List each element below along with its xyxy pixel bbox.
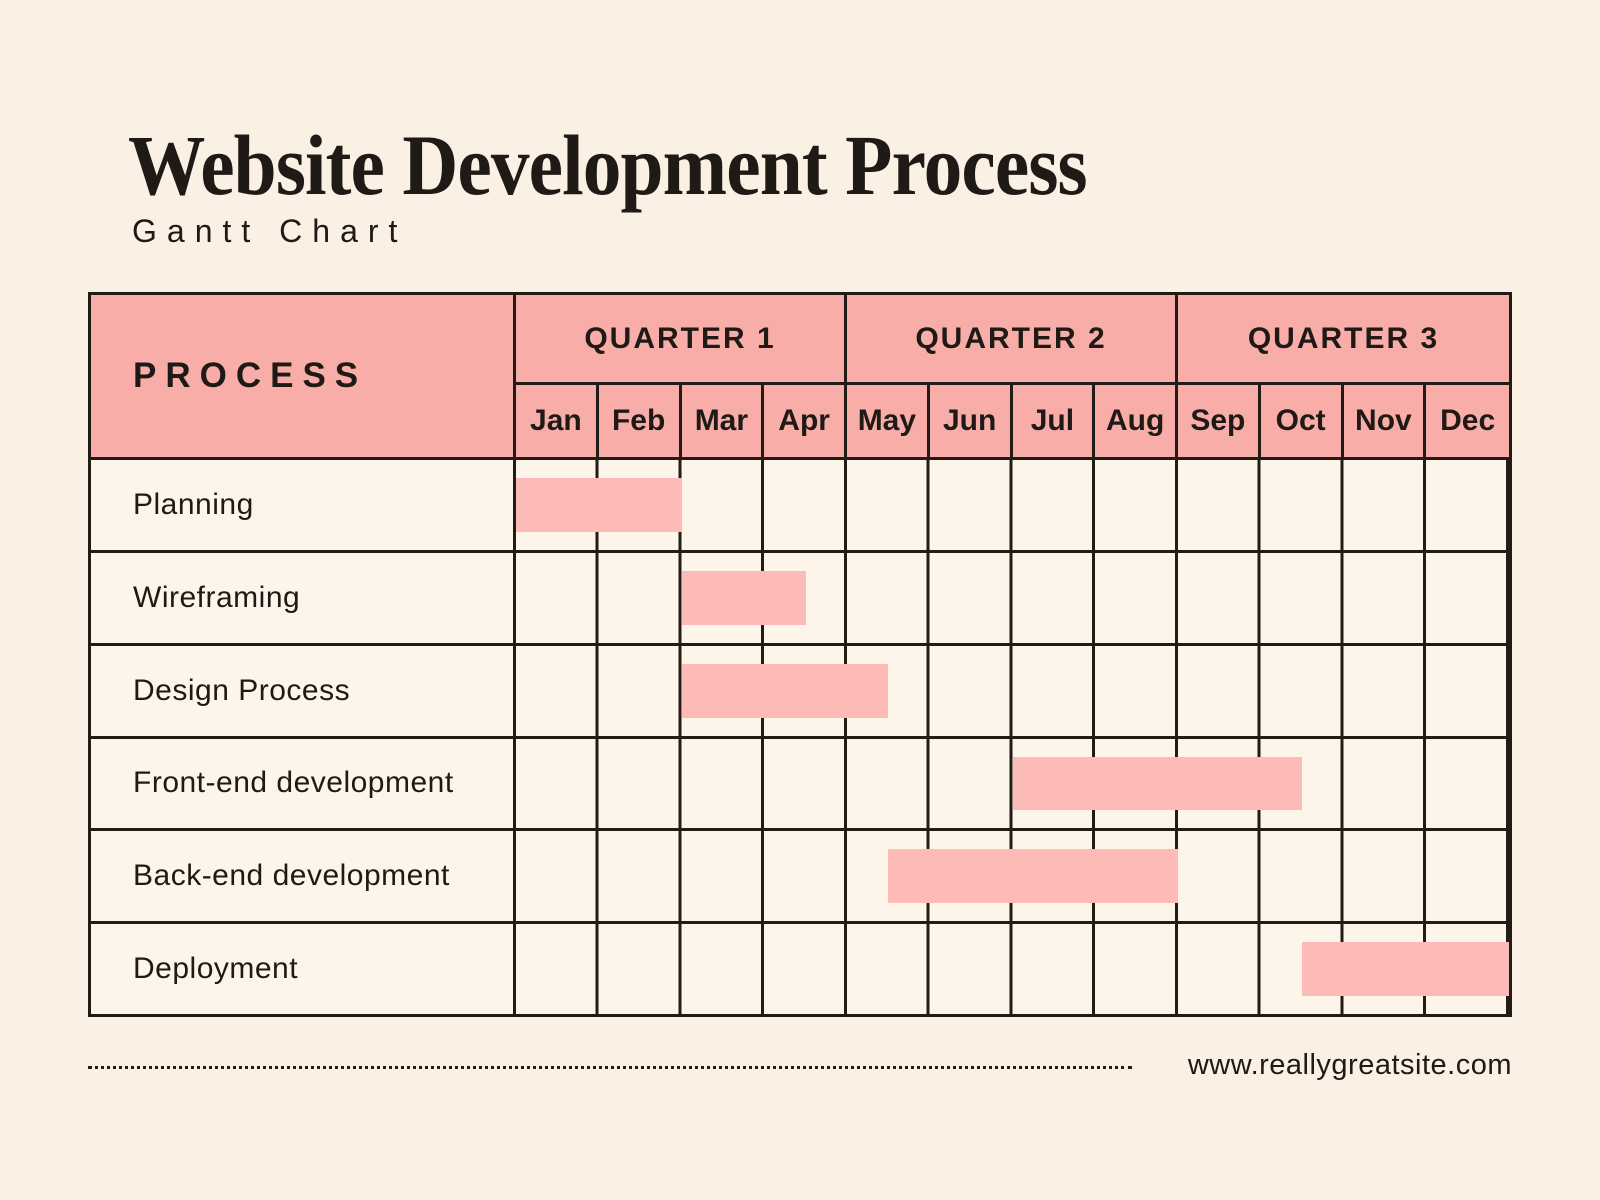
month-header: Nov bbox=[1343, 385, 1427, 457]
month-header: May bbox=[847, 385, 930, 457]
task-bar bbox=[516, 478, 682, 532]
task-label: Wireframing bbox=[91, 549, 516, 643]
task-label: Front-end development bbox=[91, 735, 516, 829]
task-bar bbox=[681, 663, 889, 718]
task-label: Deployment bbox=[91, 921, 516, 1014]
task-label: Planning bbox=[91, 457, 516, 550]
task-timeline bbox=[516, 457, 1509, 550]
task-label: Design Process bbox=[91, 642, 516, 736]
task-bar bbox=[1012, 756, 1303, 811]
task-timeline bbox=[516, 735, 1509, 829]
footer-divider-dotted-line bbox=[88, 1065, 1132, 1069]
task-timeline bbox=[516, 549, 1509, 643]
task-timeline bbox=[516, 921, 1509, 1014]
month-header: Jul bbox=[1012, 385, 1096, 457]
page-title: Website Development Process bbox=[128, 117, 1088, 213]
task-timeline bbox=[516, 642, 1509, 736]
month-header: Oct bbox=[1260, 385, 1344, 457]
month-header: Aug bbox=[1095, 385, 1178, 457]
task-timeline bbox=[516, 828, 1509, 922]
quarter-header: QUARTER 2 bbox=[847, 295, 1178, 385]
month-header: Dec bbox=[1426, 385, 1509, 457]
quarter-header: QUARTER 1 bbox=[516, 295, 847, 385]
task-bar bbox=[681, 570, 806, 625]
process-column-header: PROCESS bbox=[91, 295, 516, 457]
task-bar bbox=[888, 849, 1178, 904]
gantt-table: PROCESS QUARTER 1 QUARTER 2 QUARTER 3 Jan Feb… bbox=[88, 292, 1512, 1017]
month-header: Sep bbox=[1178, 385, 1261, 457]
task-label: Back-end development bbox=[91, 828, 516, 922]
month-header: Jan bbox=[516, 385, 599, 457]
month-header: Jun bbox=[929, 385, 1013, 457]
task-bar bbox=[1302, 942, 1509, 996]
footer-url: www.reallygreatsite.com bbox=[1187, 1048, 1512, 1081]
month-header: Mar bbox=[681, 385, 765, 457]
month-header: Feb bbox=[598, 385, 682, 457]
month-header: Apr bbox=[764, 385, 847, 457]
footer: www.reallygreatsite.com bbox=[88, 1044, 1512, 1086]
page-subtitle: Gantt Chart bbox=[132, 213, 408, 249]
quarter-header: QUARTER 3 bbox=[1178, 295, 1509, 385]
